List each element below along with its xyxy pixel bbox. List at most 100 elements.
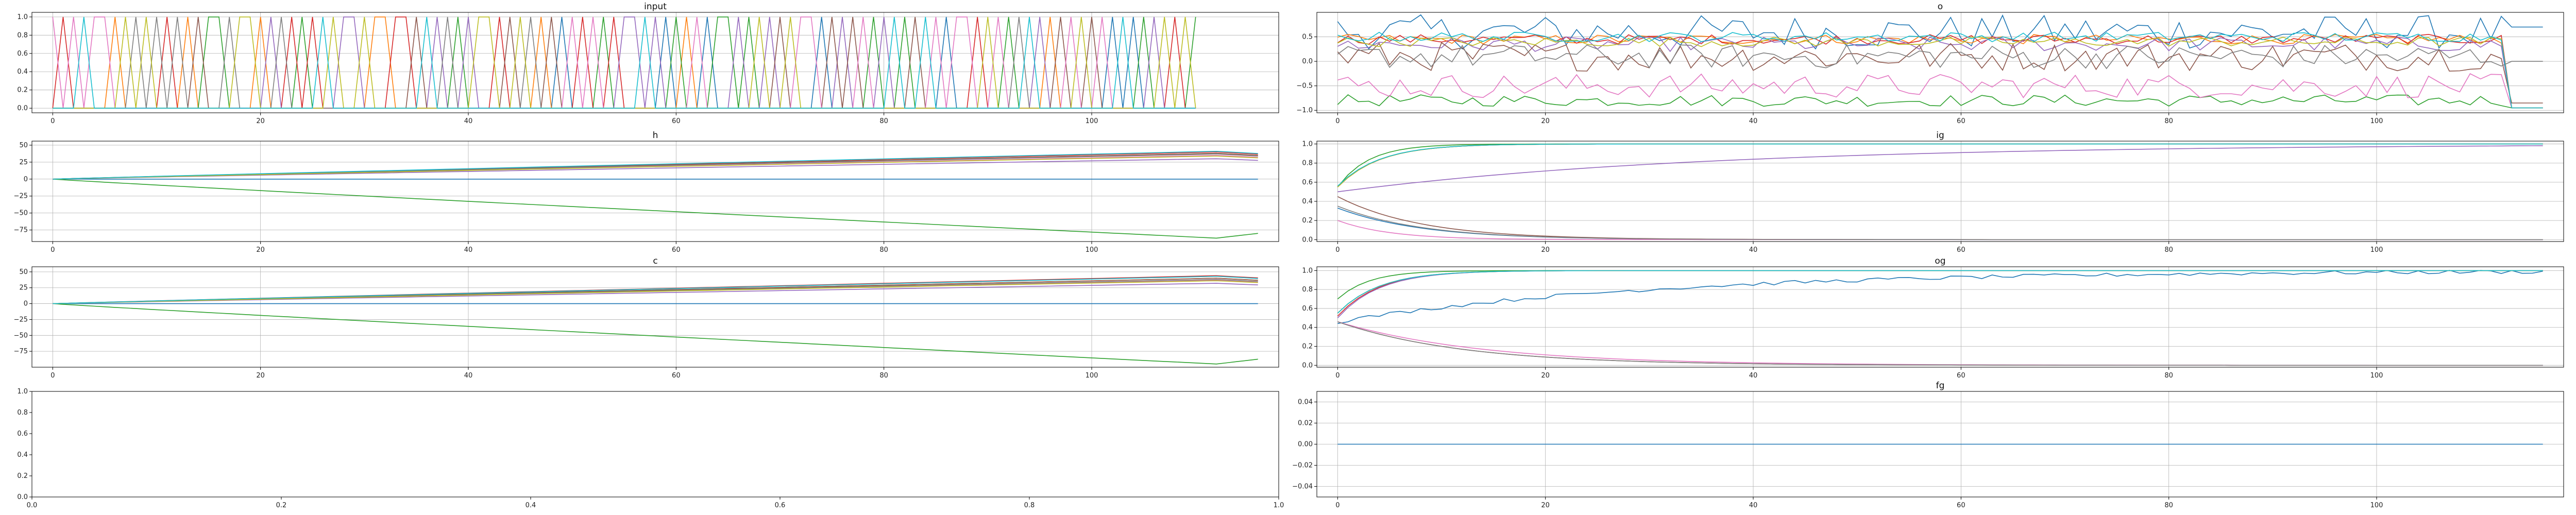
x-tick-label: 60 bbox=[1957, 246, 1965, 254]
y-tick-label: 0.4 bbox=[17, 451, 28, 459]
series-line-4 bbox=[1337, 145, 2543, 193]
y-tick-label: 0.2 bbox=[1302, 217, 1313, 225]
y-tick-label: 0.0 bbox=[17, 105, 28, 112]
x-tick-label: 80 bbox=[879, 117, 888, 125]
x-tick-label: 0 bbox=[50, 117, 55, 125]
series-line-9 bbox=[53, 276, 1258, 304]
x-tick-label: 60 bbox=[1957, 372, 1965, 380]
series-line-4 bbox=[53, 283, 1258, 304]
axes-frame bbox=[1316, 12, 2564, 113]
series-line-9 bbox=[53, 16, 1196, 109]
x-tick-label: 40 bbox=[1749, 117, 1758, 125]
x-tick-label: 0 bbox=[1335, 117, 1340, 125]
series-line-4 bbox=[1337, 270, 2543, 318]
y-tick-label: −50 bbox=[14, 332, 28, 339]
y-tick-label: 0.00 bbox=[1298, 441, 1313, 449]
x-tick-label: 0.2 bbox=[276, 502, 287, 509]
x-tick-label: 0 bbox=[1335, 372, 1340, 380]
panel-title: ig bbox=[1936, 130, 1944, 141]
series-line-8 bbox=[1337, 270, 2543, 314]
x-tick-label: 100 bbox=[2370, 246, 2383, 254]
axes-frame bbox=[31, 391, 1279, 497]
x-tick-label: 0 bbox=[1335, 502, 1340, 509]
x-tick-label: 0.0 bbox=[27, 502, 38, 509]
x-tick-label: 100 bbox=[1086, 117, 1098, 125]
series-line-8 bbox=[53, 156, 1258, 180]
y-tick-label: −25 bbox=[14, 193, 28, 200]
axes-frame bbox=[31, 12, 1279, 113]
panel-title: h bbox=[653, 130, 658, 141]
axes-frame bbox=[31, 266, 1279, 368]
x-tick-label: 0 bbox=[1335, 246, 1340, 254]
x-tick-label: 100 bbox=[2370, 502, 2383, 509]
series-line-6 bbox=[1337, 321, 2543, 366]
y-tick-label: 0.8 bbox=[17, 409, 28, 417]
series-line-9 bbox=[1337, 270, 2543, 314]
y-tick-label: 1.0 bbox=[1302, 141, 1313, 148]
panel-input: 0 20 40 60 80 100 0.0 0.2 0.4 0.6 0.8 1.0 input bbox=[17, 2, 1279, 125]
series-line-7 bbox=[1337, 44, 2543, 70]
series-line-9 bbox=[1337, 143, 2543, 186]
panel-title: o bbox=[1938, 2, 1943, 12]
x-tick-label: 0.4 bbox=[526, 502, 536, 509]
x-tick-label: 100 bbox=[2370, 117, 2383, 125]
series-line-7 bbox=[1337, 205, 2543, 241]
y-tick-label: −1.0 bbox=[1296, 107, 1313, 114]
series-line-2 bbox=[1337, 94, 2543, 109]
y-tick-label: 0.5 bbox=[1302, 33, 1313, 41]
x-tick-label: 40 bbox=[1749, 246, 1758, 254]
x-tick-label: 100 bbox=[1086, 372, 1098, 380]
x-tick-label: 60 bbox=[672, 246, 681, 254]
series-line-2 bbox=[1337, 270, 2543, 300]
series-line-3 bbox=[1337, 270, 2543, 317]
x-tick-label: 80 bbox=[2164, 502, 2173, 509]
y-tick-label: 0.4 bbox=[1302, 324, 1313, 332]
series-line-0 bbox=[1337, 270, 2543, 324]
series-line-9 bbox=[53, 150, 1258, 180]
y-tick-label: 50 bbox=[19, 142, 28, 149]
panel-title: fg bbox=[1936, 381, 1945, 391]
x-tick-label: 80 bbox=[2164, 372, 2173, 380]
x-tick-label: 80 bbox=[879, 246, 888, 254]
series-line-8 bbox=[1337, 143, 2543, 187]
series-line-5 bbox=[1337, 42, 2543, 104]
x-tick-label: 0 bbox=[50, 372, 55, 380]
panel-fg: 0 20 40 60 80 100 −0.04 −0.02 0.00 0.02 0.04 fg bbox=[1292, 381, 2564, 509]
x-tick-label: 40 bbox=[464, 117, 473, 125]
series-line-6 bbox=[1337, 220, 2543, 241]
series-line-7 bbox=[1337, 321, 2543, 366]
x-tick-label: 60 bbox=[672, 117, 681, 125]
series-line-1 bbox=[1337, 143, 2543, 187]
x-tick-label: 40 bbox=[1749, 372, 1758, 380]
y-tick-label: 25 bbox=[19, 159, 28, 166]
panel-ig: 0 20 40 60 80 100 0.0 0.2 0.4 0.6 0.8 1.0 ig bbox=[1302, 130, 2564, 254]
x-tick-label: 40 bbox=[464, 372, 473, 380]
series-line-5 bbox=[1337, 321, 2543, 366]
series-line-3 bbox=[1337, 33, 2543, 109]
x-tick-label: 0 bbox=[50, 246, 55, 254]
x-tick-label: 20 bbox=[256, 117, 265, 125]
y-tick-label: −75 bbox=[14, 348, 28, 355]
series-line-8 bbox=[53, 280, 1258, 304]
series-line-0 bbox=[1337, 14, 2543, 50]
axes-frame bbox=[1316, 141, 2564, 242]
x-tick-label: 60 bbox=[1957, 117, 1965, 125]
y-tick-label: 0.2 bbox=[17, 87, 28, 94]
y-tick-label: −75 bbox=[14, 227, 28, 234]
y-tick-label: −0.04 bbox=[1292, 483, 1313, 491]
y-tick-label: −0.5 bbox=[1296, 82, 1313, 90]
panel-title: og bbox=[1935, 256, 1945, 266]
y-tick-label: 0.0 bbox=[17, 493, 28, 501]
y-tick-label: 0.0 bbox=[1302, 236, 1313, 244]
axes-frame bbox=[31, 141, 1279, 242]
panel-empty: 0.0 0.2 0.4 0.6 0.8 1.0 0.0 0.2 0.4 0.6 0.8 1.0 bbox=[17, 388, 1284, 509]
x-tick-label: 40 bbox=[464, 246, 473, 254]
y-tick-label: 0.6 bbox=[17, 50, 28, 58]
panel-o: 0 20 40 60 80 100 −1.0 −0.5 0.0 0.5 o bbox=[1296, 2, 2564, 125]
y-tick-label: 0.0 bbox=[1302, 362, 1313, 369]
series-line-1 bbox=[1337, 270, 2543, 314]
series-line-4 bbox=[53, 158, 1258, 180]
x-tick-label: 100 bbox=[2370, 372, 2383, 380]
x-tick-label: 60 bbox=[672, 372, 681, 380]
